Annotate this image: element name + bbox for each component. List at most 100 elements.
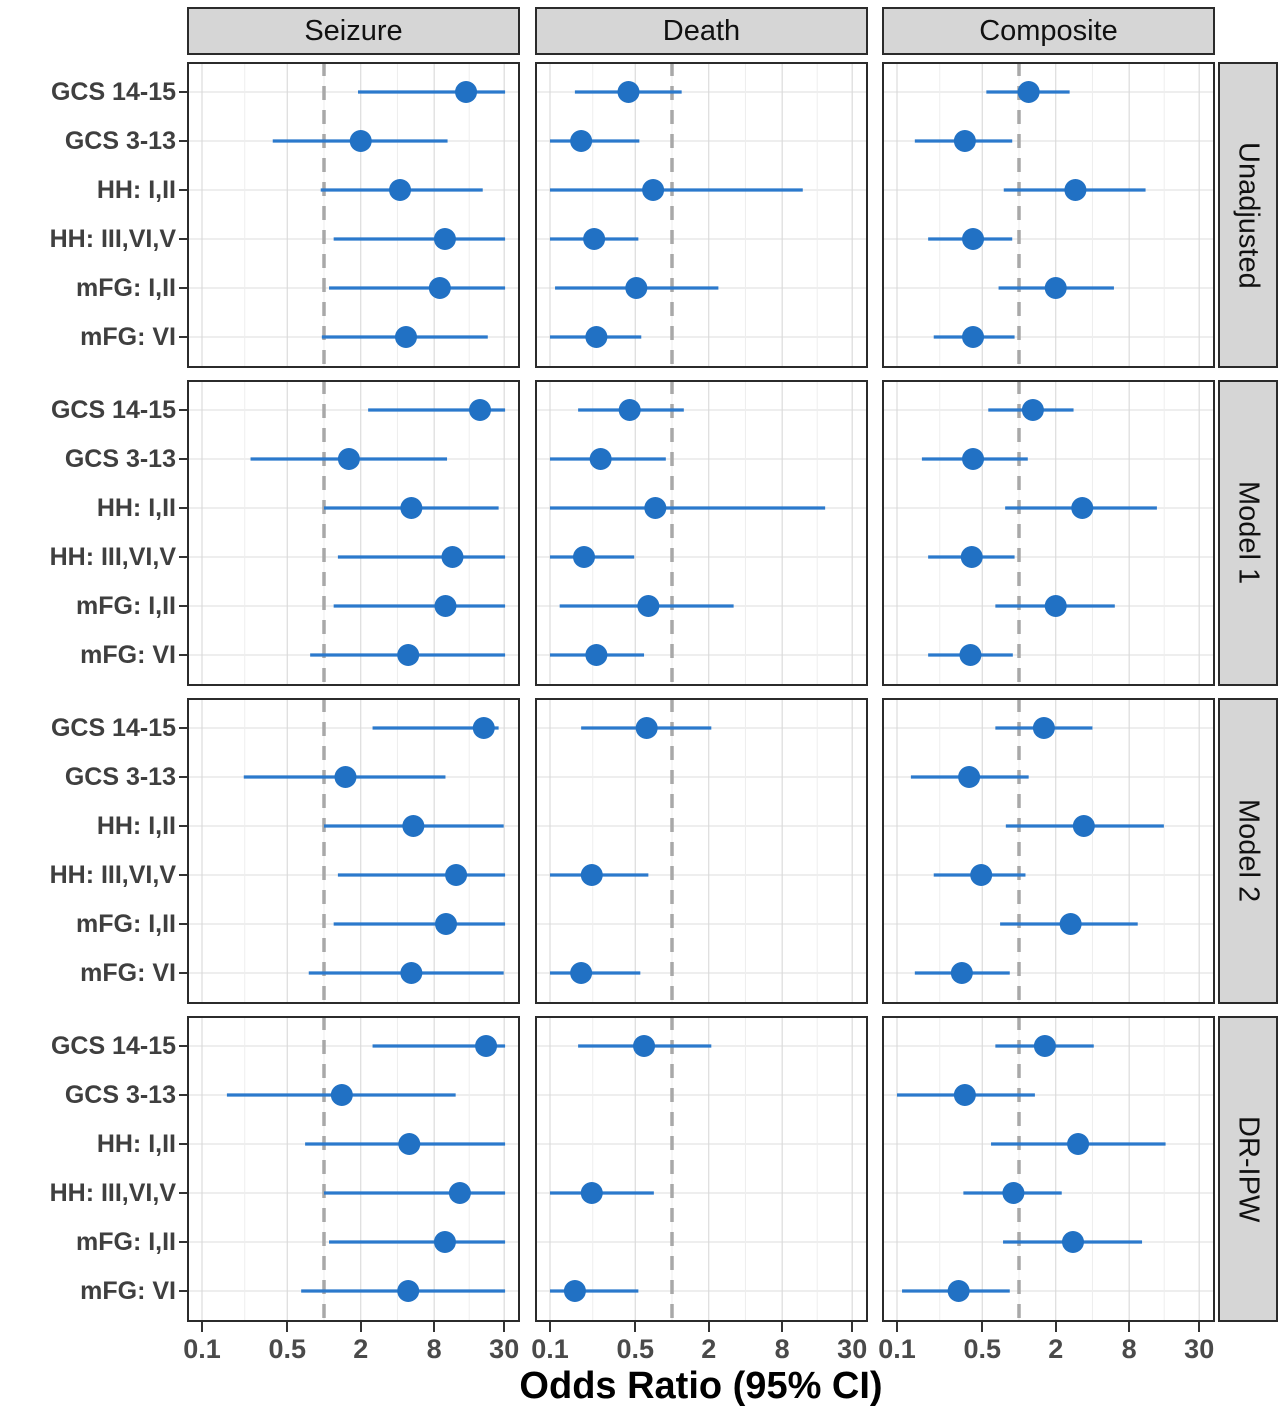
point-marker: [962, 448, 985, 470]
panel-border: [187, 698, 520, 1004]
estimate-gcs-3-13: [272, 130, 448, 152]
y-label-hh-i-ii: HH: I,II: [96, 176, 176, 204]
estimate-hh-i-ii: [305, 1133, 506, 1155]
x-tick-label: 0.1: [183, 1334, 221, 1364]
point-marker: [580, 1182, 603, 1204]
estimate-mfg-vi: [321, 326, 488, 348]
estimate-hh-iii-vi-v: [337, 546, 506, 568]
y-tick-mark: [179, 1143, 187, 1145]
estimate-mfg-i-ii: [329, 277, 506, 299]
estimate-mfg-vi: [301, 1280, 506, 1302]
point-marker: [445, 864, 468, 886]
x-tick-mark: [896, 1322, 898, 1332]
panel-model-1-seizure: [187, 380, 520, 686]
estimate-gcs-3-13: [550, 448, 666, 470]
point-marker: [441, 546, 464, 568]
point-marker: [1064, 179, 1087, 201]
point-marker: [389, 179, 412, 201]
gridlines: [882, 380, 1215, 686]
y-tick-mark: [179, 507, 187, 509]
estimate-gcs-14-15: [995, 1035, 1094, 1057]
estimate-hh-i-ii: [324, 497, 499, 519]
point-marker: [349, 130, 372, 152]
point-marker: [617, 81, 640, 103]
panel-model-2-composite: [882, 698, 1215, 1004]
estimate-gcs-3-13: [914, 130, 1013, 152]
point-marker: [433, 228, 456, 250]
estimate-gcs-14-15: [578, 1035, 712, 1057]
facet-column-strip-seizure: Seizure: [187, 7, 520, 55]
y-tick-mark: [179, 140, 187, 142]
panel-model-1-composite: [882, 380, 1215, 686]
facet-row-label: Model 1: [1232, 481, 1265, 585]
point-marker: [1071, 497, 1094, 519]
x-tick-mark: [1128, 1322, 1131, 1332]
y-tick-mark: [179, 654, 187, 656]
y-tick-mark: [179, 189, 187, 191]
estimate-mfg-vi: [550, 962, 641, 984]
facet-column-strip-death: Death: [535, 7, 868, 55]
panel-dr-ipw-seizure: [187, 1016, 520, 1322]
panel-model-2-seizure: [187, 698, 520, 1004]
estimate-mfg-i-ii: [559, 595, 734, 617]
panel-unadjusted-seizure: [187, 62, 520, 368]
x-tick-label: 2: [1048, 1334, 1064, 1364]
point-marker: [334, 766, 357, 788]
point-marker: [642, 179, 665, 201]
estimate-mfg-vi: [902, 1280, 1010, 1302]
x-tick-mark: [286, 1322, 289, 1332]
y-label-hh-iii-vi-v: HH: III,VI,V: [49, 861, 176, 889]
estimate-mfg-i-ii: [333, 913, 506, 935]
panel-border: [535, 1016, 868, 1322]
y-tick-mark: [179, 556, 187, 558]
point-marker: [1033, 1035, 1056, 1057]
estimate-hh-i-ii: [1005, 497, 1157, 519]
point-marker: [400, 962, 423, 984]
point-marker: [1067, 1133, 1090, 1155]
estimate-hh-iii-vi-v: [933, 864, 1026, 886]
x-tick-label: 8: [774, 1334, 790, 1364]
y-label-gcs-14-15: GCS 14-15: [50, 1032, 176, 1060]
estimate-mfg-vi: [933, 326, 1015, 348]
point-marker: [635, 717, 658, 739]
x-tick-label: 2: [353, 1334, 369, 1364]
x-tick-label: 8: [426, 1334, 442, 1364]
x-tick-label: 0.5: [616, 1334, 655, 1364]
facet-column-strip-composite: Composite: [882, 7, 1215, 55]
panel-dr-ipw-death: [535, 1016, 868, 1322]
point-marker: [475, 1035, 498, 1057]
point-marker: [398, 1133, 421, 1155]
y-label-mfg-vi: mFG: VI: [80, 641, 176, 669]
x-tick-label: 0.5: [268, 1334, 307, 1364]
panel-border: [882, 380, 1215, 686]
x-axis-title: Odds Ratio (95% CI): [519, 1365, 883, 1407]
point-marker: [962, 326, 985, 348]
panel-border: [187, 1016, 520, 1322]
y-tick-mark: [179, 458, 187, 460]
estimate-hh-i-ii: [550, 179, 803, 201]
point-marker: [563, 1280, 586, 1302]
y-label-gcs-3-13: GCS 3-13: [64, 127, 176, 155]
y-label-hh-i-ii: HH: I,II: [96, 812, 176, 840]
point-marker: [953, 130, 976, 152]
panel-border: [535, 698, 868, 1004]
x-tick-mark: [981, 1322, 984, 1332]
estimate-gcs-3-13: [243, 766, 446, 788]
estimate-hh-i-ii: [1005, 815, 1164, 837]
point-marker: [400, 497, 423, 519]
point-marker: [1059, 913, 1082, 935]
y-label-mfg-i-ii: mFG: I,II: [76, 274, 176, 302]
point-marker: [962, 228, 985, 250]
estimate-hh-i-ii: [320, 179, 483, 201]
x-tick-mark: [549, 1322, 551, 1332]
estimate-gcs-14-15: [368, 399, 506, 421]
facet-row-strip-unadjusted: Unadjusted: [1218, 62, 1278, 368]
point-marker: [1061, 1231, 1084, 1253]
point-marker: [580, 864, 603, 886]
y-tick-mark: [179, 727, 187, 729]
panel-model-1-death: [535, 380, 868, 686]
y-label-mfg-i-ii: mFG: I,II: [76, 1228, 176, 1256]
point-marker: [633, 1035, 656, 1057]
point-marker: [585, 644, 608, 666]
estimate-hh-i-ii: [550, 497, 826, 519]
